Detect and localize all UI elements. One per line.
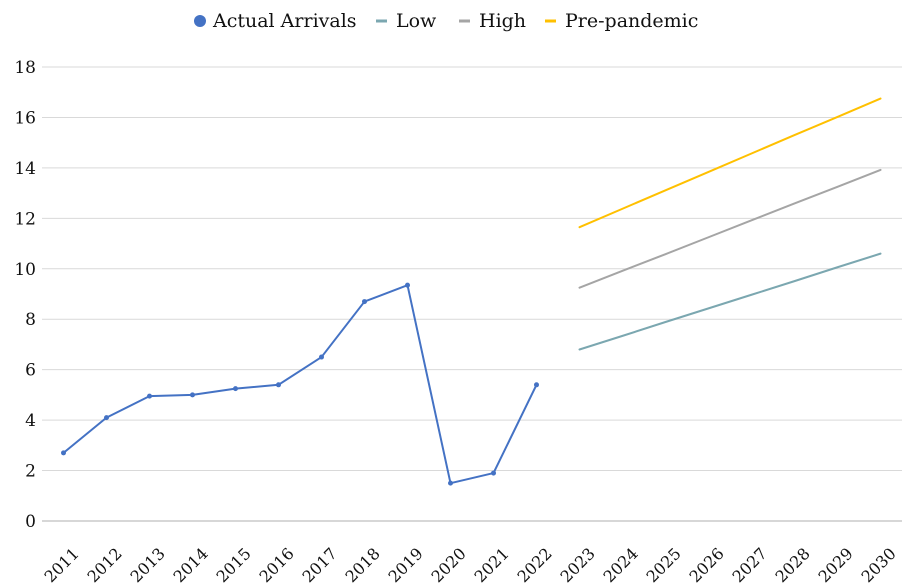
- series-line-pre-pandemic: [578, 97, 882, 229]
- x-tick-label: 2021: [470, 544, 512, 586]
- legend-label-low: Low: [396, 10, 437, 32]
- data-point-actual-arrivals: [319, 354, 324, 360]
- x-tick-label: 2013: [126, 544, 168, 586]
- series-line-actual-arrivals: [62, 284, 538, 485]
- x-tick-label: 2026: [685, 544, 727, 586]
- x-tick-label: 2025: [642, 544, 684, 586]
- y-tick-label: 16: [14, 108, 36, 128]
- x-tick-label: 2028: [771, 544, 813, 586]
- series-line-high: [578, 168, 882, 289]
- x-tick-label: 2011: [40, 544, 82, 586]
- legend-label-pre-pandemic: Pre-pandemic: [565, 10, 698, 32]
- y-tick-label: 14: [14, 159, 36, 179]
- x-tick-label: 2018: [341, 544, 383, 586]
- data-point-actual-arrivals: [405, 282, 410, 288]
- x-tick-label: 2027: [728, 544, 770, 586]
- y-tick-label: 12: [14, 209, 36, 229]
- y-tick-label: 4: [25, 411, 36, 431]
- legend-item-high: High: [459, 10, 526, 32]
- x-tick-label: 2022: [513, 544, 555, 586]
- x-axis-ticks: 2011 2012 2013 2014 2015 2016 2017 2018 2019 2020…: [40, 544, 899, 586]
- x-tick-label: 2020: [427, 544, 469, 586]
- data-point-actual-arrivals: [534, 382, 539, 388]
- legend-label-actual-arrivals: Actual Arrivals: [212, 10, 357, 32]
- x-tick-label: 2030: [857, 544, 899, 586]
- data-point-actual-arrivals: [61, 450, 66, 456]
- y-axis-ticks: 0 2 4 6 8 10 12 14 16 18: [14, 58, 36, 532]
- data-point-actual-arrivals: [147, 393, 152, 399]
- x-tick-label: 2016: [255, 544, 297, 586]
- data-point-actual-arrivals: [190, 392, 195, 398]
- y-tick-label: 6: [25, 361, 36, 381]
- y-tick-label: 18: [14, 58, 36, 78]
- x-tick-label: 2024: [599, 544, 641, 586]
- x-tick-label: 2017: [298, 544, 340, 586]
- x-tick-label: 2023: [556, 544, 598, 586]
- series-layer: [61, 97, 882, 486]
- data-point-actual-arrivals: [104, 415, 109, 421]
- legend-label-high: High: [479, 10, 526, 32]
- y-tick-label: 0: [25, 512, 36, 532]
- legend-item-pre-pandemic: Pre-pandemic: [545, 10, 698, 32]
- gridlines: [42, 66, 902, 522]
- y-tick-label: 10: [14, 260, 36, 280]
- x-tick-label: 2014: [169, 544, 211, 586]
- series-line-low: [578, 252, 882, 351]
- data-point-actual-arrivals: [233, 386, 238, 392]
- data-point-actual-arrivals: [362, 299, 367, 305]
- legend-item-low: Low: [376, 10, 437, 32]
- data-point-actual-arrivals: [491, 470, 496, 476]
- legend: Actual Arrivals Low High Pre-pandemic: [194, 10, 698, 32]
- legend-item-actual-arrivals: Actual Arrivals: [194, 10, 357, 32]
- x-tick-label: 2015: [212, 544, 254, 586]
- y-tick-label: 8: [25, 310, 36, 330]
- data-point-actual-arrivals: [276, 382, 281, 388]
- x-tick-label: 2012: [83, 544, 125, 586]
- x-tick-label: 2019: [384, 544, 426, 586]
- y-tick-label: 2: [25, 462, 36, 482]
- data-point-actual-arrivals: [448, 480, 453, 486]
- x-tick-label: 2029: [814, 544, 856, 586]
- legend-marker-actual-arrivals: [194, 15, 206, 27]
